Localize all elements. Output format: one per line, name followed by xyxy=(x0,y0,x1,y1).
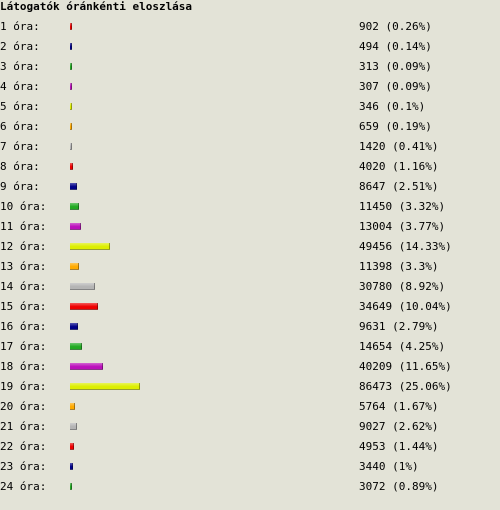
value-label: 313 (0.09%) xyxy=(359,60,432,73)
hour-label: 1 óra: xyxy=(0,20,40,33)
chart-row: 7 óra: 1420 (0.41%) xyxy=(0,137,500,157)
value-label: 9631 (2.79%) xyxy=(359,320,439,333)
value-label: 902 (0.26%) xyxy=(359,20,432,33)
hour-label: 19 óra: xyxy=(0,380,47,393)
value-label: 8647 (2.51%) xyxy=(359,180,439,193)
chart-row: 18 óra: 40209 (11.65%) xyxy=(0,357,500,377)
value-label: 4020 (1.16%) xyxy=(359,160,439,173)
chart-row: 1 óra: 902 (0.26%) xyxy=(0,17,500,37)
chart-row: 5 óra: 346 (0.1%) xyxy=(0,97,500,117)
chart-row: 11 óra: 13004 (3.77%) xyxy=(0,217,500,237)
value-label: 9027 (2.62%) xyxy=(359,420,439,433)
hour-label: 5 óra: xyxy=(0,100,40,113)
bar xyxy=(70,203,79,210)
bar xyxy=(70,123,72,130)
bar xyxy=(70,263,79,270)
chart-row: 6 óra: 659 (0.19%) xyxy=(0,117,500,137)
value-label: 307 (0.09%) xyxy=(359,80,432,93)
value-label: 86473 (25.06%) xyxy=(359,380,452,393)
bar xyxy=(70,143,72,150)
hour-label: 12 óra: xyxy=(0,240,47,253)
hour-label: 21 óra: xyxy=(0,420,47,433)
bar xyxy=(70,383,140,390)
chart-row: 19 óra: 86473 (25.06%) xyxy=(0,377,500,397)
value-label: 11450 (3.32%) xyxy=(359,200,446,213)
bar xyxy=(70,23,72,30)
value-label: 40209 (11.65%) xyxy=(359,360,452,373)
bar xyxy=(70,403,75,410)
value-label: 34649 (10.04%) xyxy=(359,300,452,313)
hour-label: 22 óra: xyxy=(0,440,47,453)
hour-label: 2 óra: xyxy=(0,40,40,53)
chart-row: 9 óra: 8647 (2.51%) xyxy=(0,177,500,197)
chart-rows: 1 óra: 902 (0.26%) 2 óra: 494 (0.14%) 3 óra:… xyxy=(0,17,500,497)
value-label: 13004 (3.77%) xyxy=(359,220,446,233)
bar xyxy=(70,83,72,90)
chart-row: 12 óra: 49456 (14.33%) xyxy=(0,237,500,257)
hour-label: 20 óra: xyxy=(0,400,47,413)
chart-row: 10 óra: 11450 (3.32%) xyxy=(0,197,500,217)
bar xyxy=(70,303,98,310)
hour-label: 6 óra: xyxy=(0,120,40,133)
bar xyxy=(70,423,77,430)
bar xyxy=(70,343,82,350)
bar xyxy=(70,63,72,70)
hour-label: 7 óra: xyxy=(0,140,40,153)
hour-label: 4 óra: xyxy=(0,80,40,93)
hour-label: 3 óra: xyxy=(0,60,40,73)
value-label: 1420 (0.41%) xyxy=(359,140,439,153)
chart-row: 14 óra: 30780 (8.92%) xyxy=(0,277,500,297)
bar xyxy=(70,103,72,110)
hour-label: 15 óra: xyxy=(0,300,47,313)
hour-label: 18 óra: xyxy=(0,360,47,373)
hour-label: 8 óra: xyxy=(0,160,40,173)
chart-row: 21 óra: 9027 (2.62%) xyxy=(0,417,500,437)
hour-label: 11 óra: xyxy=(0,220,47,233)
chart-row: 20 óra: 5764 (1.67%) xyxy=(0,397,500,417)
value-label: 3440 (1%) xyxy=(359,460,419,473)
hour-label: 16 óra: xyxy=(0,320,47,333)
bar xyxy=(70,223,81,230)
hour-label: 10 óra: xyxy=(0,200,47,213)
hour-label: 17 óra: xyxy=(0,340,47,353)
chart-row: 8 óra: 4020 (1.16%) xyxy=(0,157,500,177)
chart-row: 16 óra: 9631 (2.79%) xyxy=(0,317,500,337)
chart-row: 13 óra: 11398 (3.3%) xyxy=(0,257,500,277)
hour-label: 24 óra: xyxy=(0,480,47,493)
chart-row: 23 óra: 3440 (1%) xyxy=(0,457,500,477)
bar xyxy=(70,163,73,170)
chart-row: 24 óra: 3072 (0.89%) xyxy=(0,477,500,497)
hour-label: 9 óra: xyxy=(0,180,40,193)
value-label: 4953 (1.44%) xyxy=(359,440,439,453)
value-label: 30780 (8.92%) xyxy=(359,280,446,293)
value-label: 14654 (4.25%) xyxy=(359,340,446,353)
value-label: 49456 (14.33%) xyxy=(359,240,452,253)
bar xyxy=(70,443,74,450)
chart-row: 4 óra: 307 (0.09%) xyxy=(0,77,500,97)
value-label: 659 (0.19%) xyxy=(359,120,432,133)
bar xyxy=(70,243,110,250)
hour-label: 14 óra: xyxy=(0,280,47,293)
bar xyxy=(70,43,72,50)
bar xyxy=(70,283,95,290)
hour-label: 13 óra: xyxy=(0,260,47,273)
chart-row: 17 óra: 14654 (4.25%) xyxy=(0,337,500,357)
chart-row: 15 óra: 34649 (10.04%) xyxy=(0,297,500,317)
bar xyxy=(70,183,77,190)
value-label: 346 (0.1%) xyxy=(359,100,426,113)
value-label: 494 (0.14%) xyxy=(359,40,432,53)
chart-row: 22 óra: 4953 (1.44%) xyxy=(0,437,500,457)
bar xyxy=(70,463,73,470)
chart-row: 3 óra: 313 (0.09%) xyxy=(0,57,500,77)
value-label: 5764 (1.67%) xyxy=(359,400,439,413)
value-label: 3072 (0.89%) xyxy=(359,480,439,493)
bar xyxy=(70,323,78,330)
hour-label: 23 óra: xyxy=(0,460,47,473)
chart-row: 2 óra: 494 (0.14%) xyxy=(0,37,500,57)
bar xyxy=(70,363,103,370)
bar xyxy=(70,483,72,490)
chart-title: Látogatók óránkénti eloszlása xyxy=(0,0,193,13)
value-label: 11398 (3.3%) xyxy=(359,260,439,273)
